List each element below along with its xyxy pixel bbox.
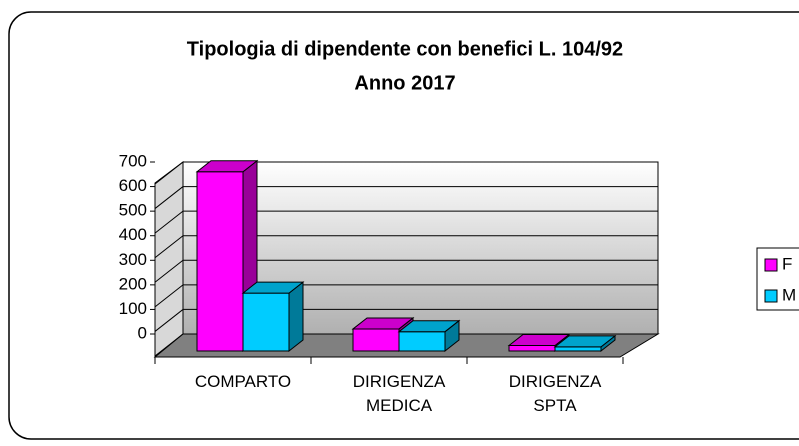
bar-top — [553, 335, 617, 348]
y-tick-label: 100 — [119, 299, 147, 318]
bar-front — [398, 331, 446, 352]
legend-swatch — [764, 289, 778, 303]
y-tick-label: 300 — [119, 250, 147, 269]
grid-line — [154, 333, 184, 357]
grid-line — [154, 309, 184, 332]
grid-line — [154, 161, 184, 185]
x-tick-label: COMPARTO — [194, 372, 292, 391]
bar-top — [351, 317, 415, 330]
bar — [241, 281, 305, 353]
grid-line — [154, 210, 184, 234]
grid-line — [154, 235, 184, 259]
chart-subtitle: Anno 2017 — [354, 72, 455, 94]
y-tick-label: 200 — [119, 274, 147, 293]
x-tick-label: DIRIGENZA MEDICA — [352, 372, 446, 415]
y-tick-label: 600 — [119, 176, 147, 195]
bar-front — [196, 171, 244, 352]
legend-box — [756, 247, 799, 311]
y-tick-label: 700 — [119, 151, 147, 170]
bar-front — [554, 346, 602, 352]
legend-label: F — [782, 254, 792, 273]
bar-top — [507, 333, 571, 346]
legend-swatch — [764, 258, 778, 272]
bar — [397, 319, 461, 353]
x-tick-label: DIRIGENZA SPTA — [508, 372, 602, 415]
grid-line — [154, 186, 184, 209]
grid-line — [154, 259, 184, 283]
bar-top — [397, 320, 461, 333]
legend-label: M — [782, 285, 796, 304]
bar-top — [195, 160, 259, 173]
bar-front — [242, 292, 290, 352]
y-tick-label: 500 — [119, 201, 147, 220]
bar — [553, 334, 617, 353]
bar-front — [508, 344, 556, 352]
y-tick-label: 0 — [138, 323, 147, 342]
y-tick-label: 400 — [119, 225, 147, 244]
chart-title: Tipologia di dipendente con benefici L. … — [187, 38, 623, 60]
bar-side — [288, 281, 304, 353]
bar-top — [241, 281, 305, 294]
bar-front — [352, 328, 400, 352]
grid-line — [154, 284, 184, 308]
